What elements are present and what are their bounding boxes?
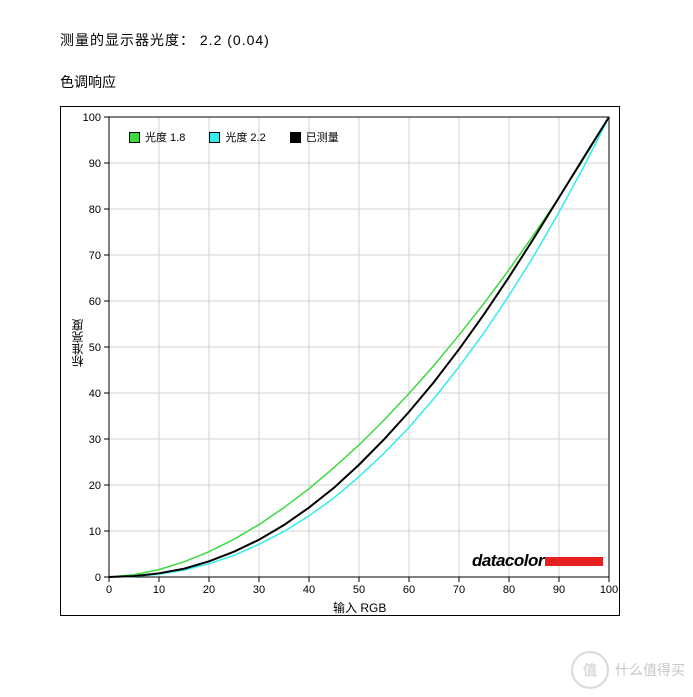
svg-text:60: 60 <box>89 296 101 308</box>
svg-text:30: 30 <box>253 584 265 596</box>
legend-label: 光度 1.8 <box>145 129 185 145</box>
x-axis-label: 输入 RGB <box>333 599 386 616</box>
datacolor-brand: datacolor <box>472 551 603 571</box>
svg-text:50: 50 <box>89 342 101 354</box>
svg-text:100: 100 <box>83 112 101 124</box>
watermark-icon: 值 <box>571 651 609 689</box>
y-axis-label: 标准亮度 <box>69 319 86 367</box>
watermark-text: 什么值得买 <box>615 660 685 680</box>
svg-text:40: 40 <box>303 584 315 596</box>
legend-item: 已测量 <box>290 129 339 145</box>
legend-label: 光度 2.2 <box>225 129 265 145</box>
svg-text:0: 0 <box>106 584 112 596</box>
legend-item: 光度 1.8 <box>129 129 185 145</box>
tone-response-chart: 0 10 20 30 40 50 60 70 80 90 100 0 10 20 30 40 50 60 70 80 9… <box>60 106 620 616</box>
svg-text:40: 40 <box>89 388 101 400</box>
brand-text: datacolor <box>472 551 544 571</box>
legend-swatch <box>129 132 140 143</box>
site-watermark: 值 什么值得买 <box>571 651 685 689</box>
svg-text:90: 90 <box>89 158 101 170</box>
svg-text:10: 10 <box>89 526 101 538</box>
legend-label: 已测量 <box>306 129 339 145</box>
brand-bar <box>545 557 603 566</box>
svg-text:90: 90 <box>553 584 565 596</box>
svg-text:50: 50 <box>353 584 365 596</box>
svg-text:80: 80 <box>503 584 515 596</box>
svg-text:20: 20 <box>203 584 215 596</box>
svg-text:70: 70 <box>89 250 101 262</box>
legend-swatch <box>290 132 301 143</box>
measured-gamma-label: 测量的显示器光度： 2.2 (0.04) <box>60 30 653 50</box>
plot-area: 0 10 20 30 40 50 60 70 80 90 100 0 10 20 30 40 50 60 70 80 9… <box>61 107 621 617</box>
svg-text:10: 10 <box>153 584 165 596</box>
section-title: 色调响应 <box>60 72 653 92</box>
svg-text:0: 0 <box>95 572 101 584</box>
svg-text:60: 60 <box>403 584 415 596</box>
svg-text:30: 30 <box>89 434 101 446</box>
svg-text:80: 80 <box>89 204 101 216</box>
svg-text:100: 100 <box>600 584 618 596</box>
legend-swatch <box>209 132 220 143</box>
chart-legend: 光度 1.8 光度 2.2 已测量 <box>129 129 339 145</box>
svg-text:70: 70 <box>453 584 465 596</box>
svg-text:20: 20 <box>89 480 101 492</box>
legend-item: 光度 2.2 <box>209 129 265 145</box>
